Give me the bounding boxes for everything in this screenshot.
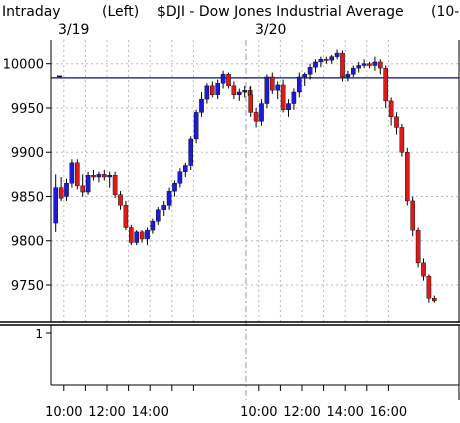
candle-up [329,56,335,61]
y-tick-label: 9950 [11,102,44,117]
candle-down [58,187,64,199]
candle-up [351,67,356,75]
candle-up [161,205,167,210]
candles [53,49,437,303]
candle-up [182,165,188,172]
candle-up [204,85,210,100]
candle-down [367,63,372,66]
candle-up [313,61,318,68]
x-tick-label: 12:00 [283,405,320,420]
candle-up [291,91,297,104]
candle-down [421,262,426,277]
candle-down [426,275,432,299]
candle-up [166,190,172,206]
candle-up [220,74,226,84]
candle-up [155,209,161,222]
candle-down [101,174,107,178]
candle-down [248,94,254,113]
candle-up [259,103,264,122]
candle-up [302,74,308,78]
candle-down [410,200,416,231]
candle-up [361,63,367,66]
candle-down [139,231,145,240]
candle-down [415,229,421,264]
x-axis-ticks: 10:00 12:00 14:00 10:00 12:00 14:00 16:00 [45,385,407,420]
candle-up [85,175,91,193]
candle-down [394,116,399,128]
candle-up [145,229,150,240]
candle-up [69,162,75,184]
candle-up [318,59,324,63]
chart-title: $DJI - Dow Jones Industrial Average [157,4,404,20]
candle-down [74,162,80,187]
candle-down [399,127,405,153]
y-tick-label: 9750 [11,279,44,294]
candle-up [286,103,291,110]
candle-up [107,175,112,178]
candle-down [209,85,215,95]
candle-up [64,183,69,197]
candle-up [356,65,362,69]
candle-up [334,52,340,57]
candle-up [275,84,281,91]
candle-up [134,231,140,243]
candle-up [96,174,102,178]
candle-up [345,74,351,78]
candle-up [372,61,378,66]
x-tick-label: 12:00 [88,405,125,420]
y-tick-label: 9800 [11,235,44,250]
x-tick-label: 14:00 [131,405,168,420]
candle-down [324,59,329,61]
candle-up [53,187,58,224]
candle-down [118,194,123,206]
y-tick-label: 10000 [3,58,44,73]
reference-line-group [51,75,459,79]
candle-down [253,112,259,122]
candle-down [432,298,437,302]
candle-down [91,175,96,178]
candle-down [340,52,345,78]
candle-down [388,100,394,118]
title-trailing: (10- [431,4,459,20]
x-tick-label: 14:00 [326,405,363,420]
date-label-day2: 3/20 [255,22,286,38]
x-tick-label: 10:00 [45,405,82,420]
candle-up [188,138,194,166]
candle-down [112,175,118,195]
candle-up [199,98,204,113]
candle-up [264,76,270,104]
candle-up [307,67,313,75]
candle-down [405,152,410,202]
y-tick-label: 9900 [11,146,44,161]
candle-down [383,67,389,102]
candle-up [177,171,183,184]
candle-up [297,76,302,93]
candle-down [378,61,383,69]
candle-down [270,76,275,91]
mode-label: Intraday [2,4,61,20]
candle-up [172,183,177,192]
candle-up [193,112,199,140]
y-tick-label: 9850 [11,190,44,205]
candle-down [128,227,134,243]
candle-up [150,221,156,231]
volume-tick-label: 1 [35,327,43,341]
candle-down [80,185,85,193]
candle-down [231,85,237,95]
candle-up [242,90,248,93]
date-label-day1: 3/19 [58,22,89,38]
candle-down [280,84,286,110]
y-axis-ticks: 9750 9800 9850 9900 9950 10000 [3,58,51,294]
candle-down [226,74,231,87]
candle-up [215,82,221,95]
x-tick-label: 10:00 [240,405,277,420]
candle-down [123,205,129,228]
axis-side-label: (Left) [102,4,139,20]
candle-up [236,91,242,95]
x-tick-label: 16:00 [370,405,407,420]
